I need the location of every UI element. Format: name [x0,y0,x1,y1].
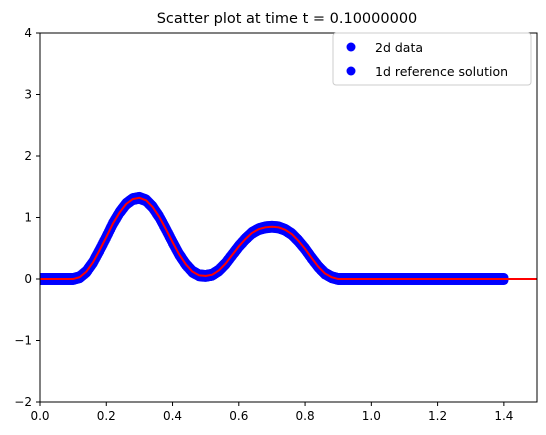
chart-title: Scatter plot at time t = 0.10000000 [157,11,418,27]
axes: 0.0 0.2 0.4 0.6 0.8 1.0 1.2 1.4 −2 −1 0 1 2 3 4 [14,26,538,423]
x-tick-label: 1.2 [428,409,447,423]
y-tick-label: −2 [14,395,32,409]
x-tick-label: 0.0 [30,409,49,423]
y-tick-label: 3 [24,88,32,102]
reference-line [40,196,537,280]
x-tick-label: 0.4 [163,409,182,423]
x-tick-label: 0.8 [296,409,315,423]
legend: 2d data 1d reference solution [332,32,532,86]
y-tick-label: 1 [24,211,32,225]
x-tick-label: 1.4 [494,409,513,423]
legend-marker-1d-reference [346,66,356,76]
x-tick-label: 0.6 [229,409,248,423]
x-tick-label: 0.2 [97,409,116,423]
y-tick-label: 0 [24,272,32,286]
legend-label-2d-data: 2d data [375,40,423,55]
y-tick-label: 4 [24,26,32,40]
legend-label-1d-reference: 1d reference solution [375,64,508,79]
y-tick-label: −1 [14,334,32,348]
y-tick-label: 2 [24,149,32,163]
x-tick-label: 1.0 [362,409,381,423]
plot-area [40,191,537,285]
data-point [499,273,509,283]
legend-marker-2d-data [346,42,356,52]
legend-box [332,32,532,86]
